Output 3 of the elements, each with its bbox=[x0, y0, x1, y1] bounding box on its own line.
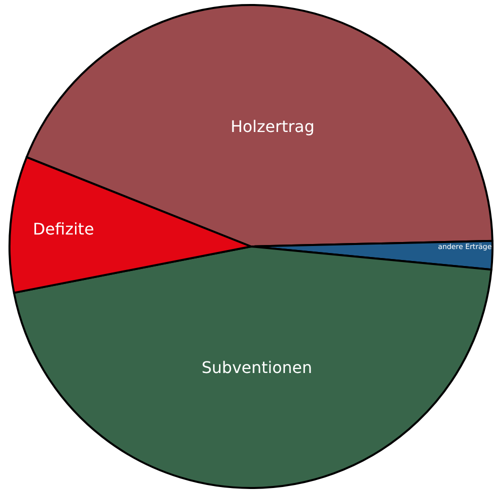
slice-label: Defizite bbox=[32, 220, 94, 239]
slice-label: Holzertrag bbox=[230, 116, 315, 136]
slice-label: Subventionen bbox=[202, 358, 312, 378]
